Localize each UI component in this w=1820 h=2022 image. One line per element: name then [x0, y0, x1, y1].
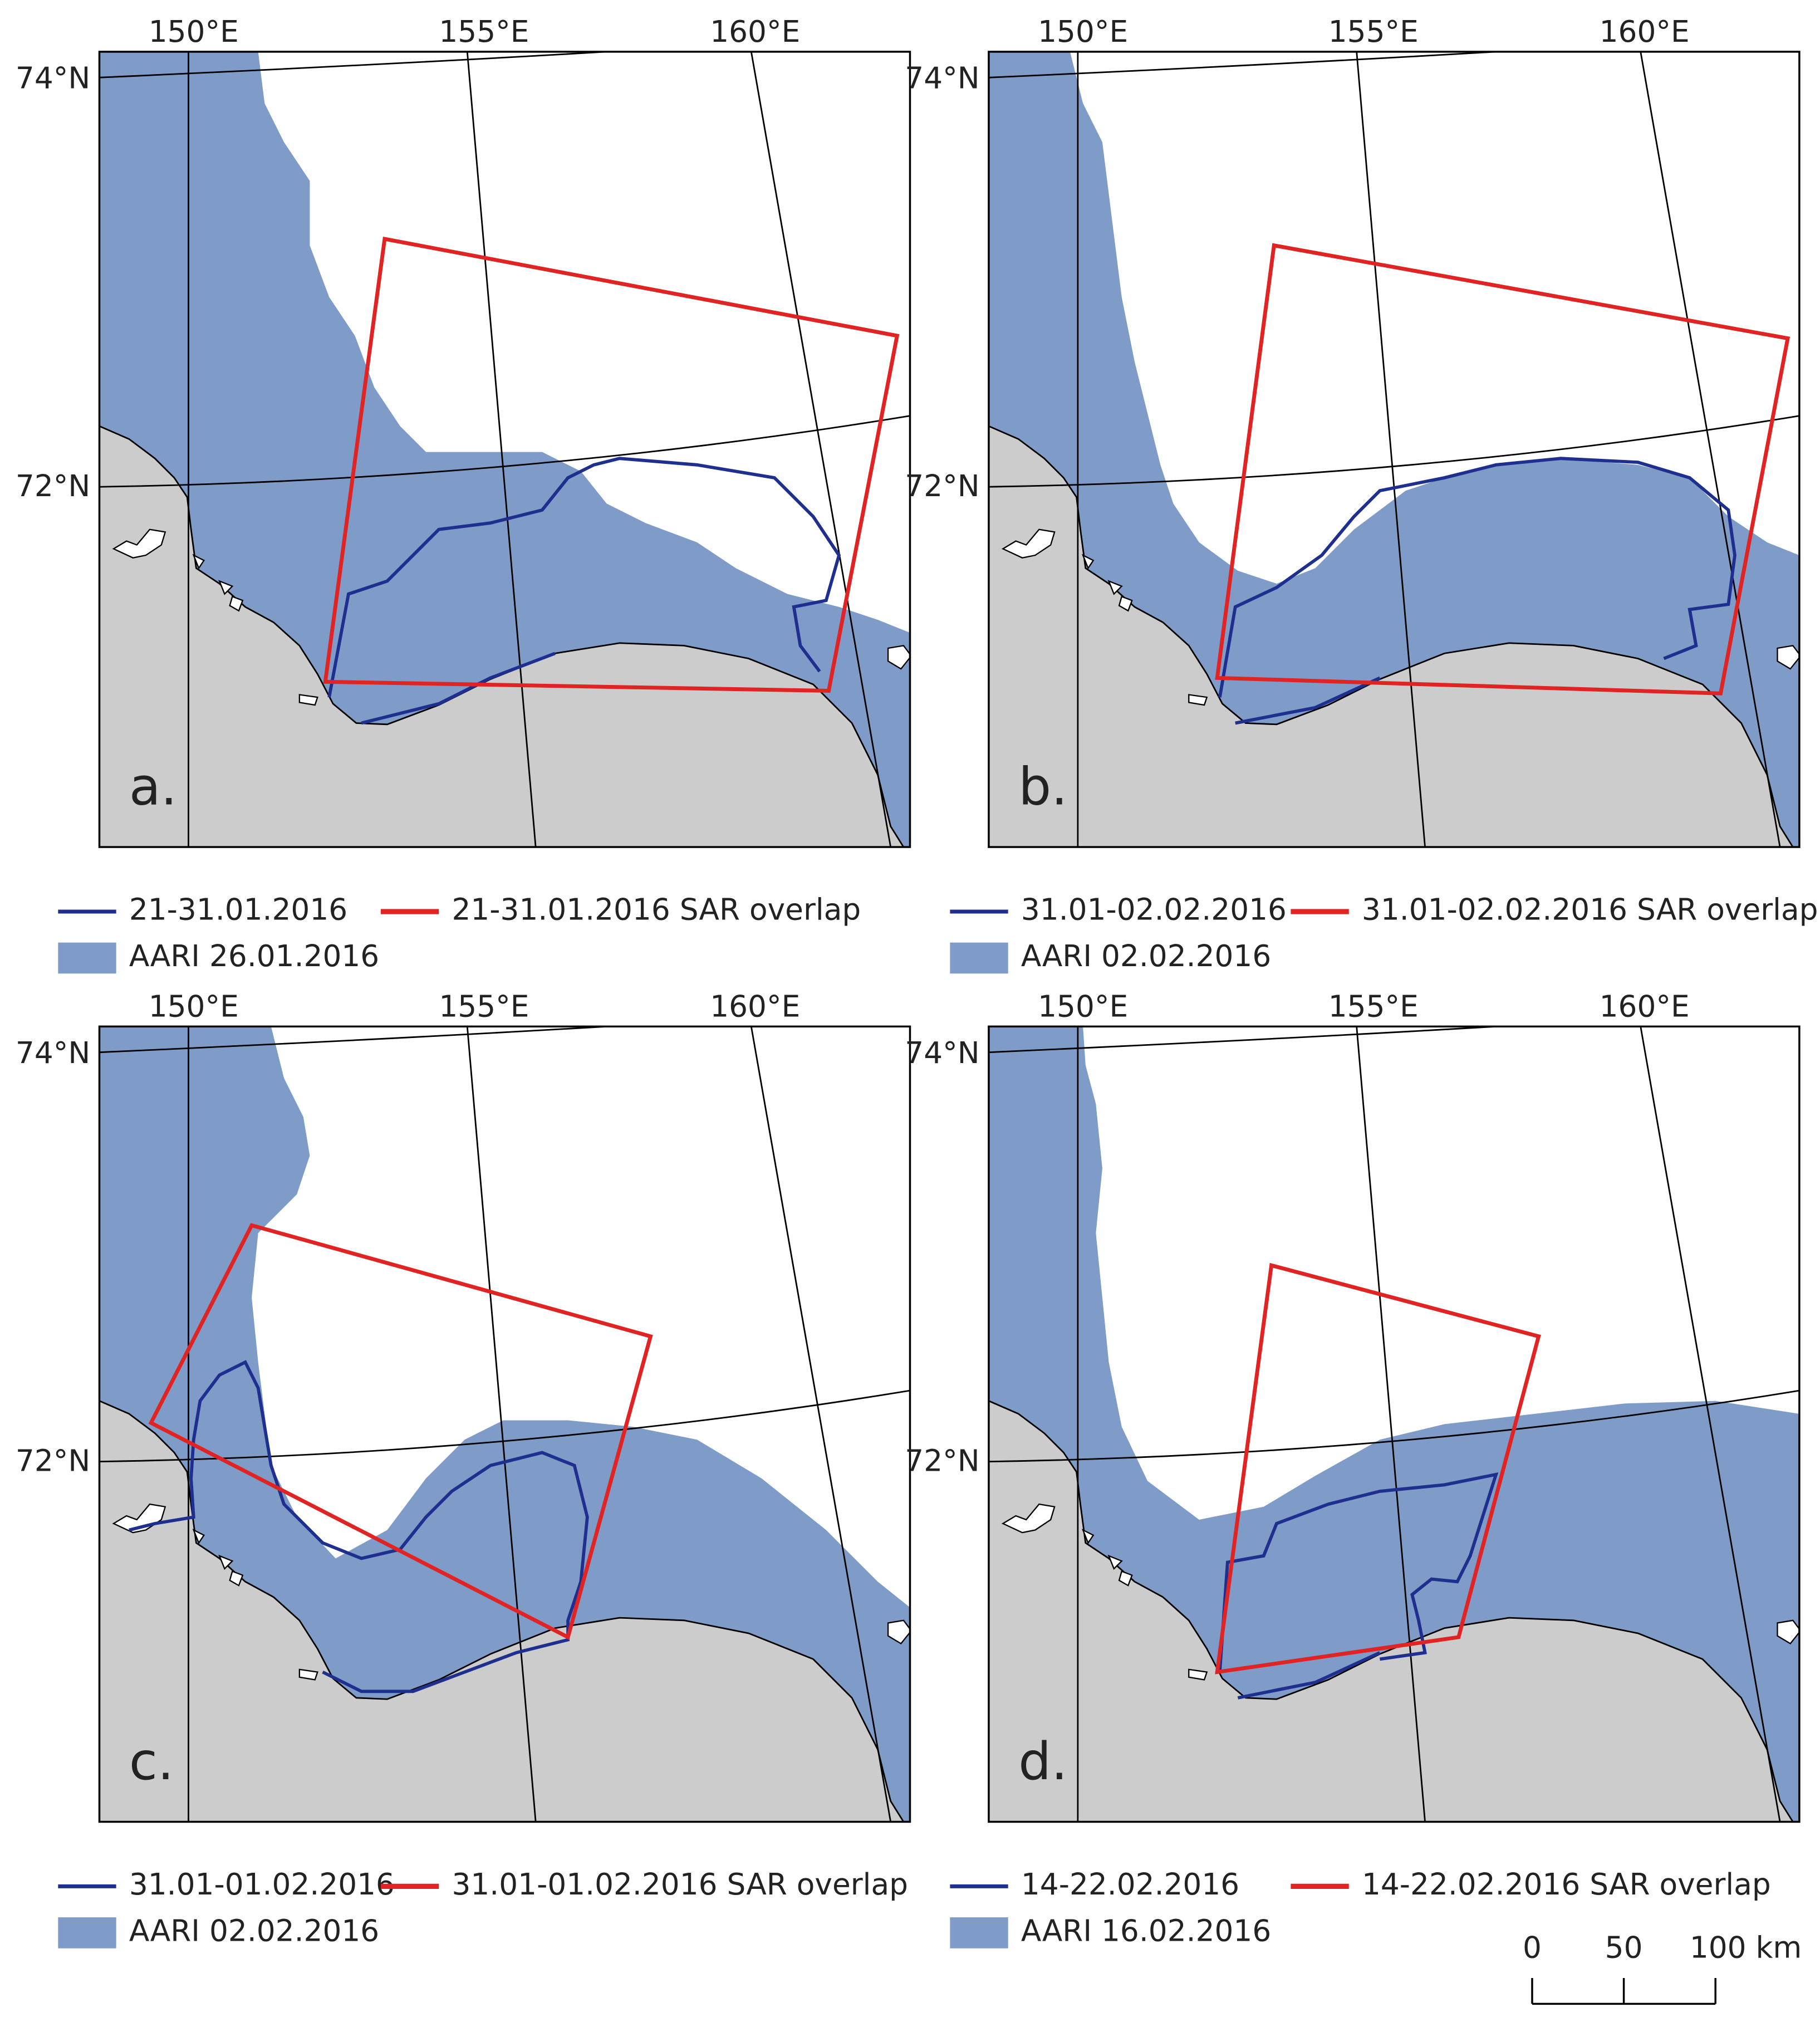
- map-body: [988, 1026, 1799, 1822]
- map-frame: [98, 1025, 911, 1823]
- lon-label: 160°E: [1600, 990, 1690, 1024]
- meridian: [750, 1026, 892, 1822]
- meridian: [1356, 51, 1426, 848]
- lat-label: 72°N: [16, 469, 90, 503]
- map-frame: [98, 51, 911, 848]
- lat-label: 74°N: [905, 1036, 979, 1070]
- legend-sar: 31.01-01.02.2016 SAR overlap: [452, 1867, 908, 1902]
- map-panel: 150°E 155°E 160°E 74°N 72°N c. 31.01-01.02.201…: [16, 990, 911, 1948]
- lon-label: 155°E: [1328, 14, 1419, 49]
- open-water: [1070, 51, 1799, 584]
- legend-aari-swatch: [950, 942, 1008, 974]
- sar-overlap: [1215, 243, 1790, 696]
- scale-label: 100 km: [1690, 1931, 1802, 1965]
- lon-label: 150°E: [1038, 14, 1128, 49]
- lon-label: 150°E: [149, 990, 239, 1024]
- map-panel: 150°E 155°E 160°E 74°N 72°N a. 21-31.01.2016 21…: [16, 14, 911, 974]
- meridian: [466, 1026, 537, 1822]
- parallel: [988, 1026, 1497, 1054]
- open-water: [258, 51, 910, 633]
- parallel: [988, 1389, 1799, 1463]
- islands: [1001, 528, 1799, 706]
- panel-label: b.: [1018, 756, 1067, 816]
- legend-aari: AARI 02.02.2016: [129, 1914, 379, 1948]
- lon-label: 155°E: [439, 14, 529, 49]
- map-body: [988, 51, 1799, 848]
- lat-label: 74°N: [905, 61, 979, 96]
- meridian: [1356, 1026, 1426, 1822]
- parallel: [988, 51, 1497, 79]
- scale-bar: 0 50 100 km: [1523, 1931, 1802, 2005]
- map-frame: [988, 51, 1801, 848]
- lon-label: 155°E: [1328, 990, 1419, 1024]
- islands: [112, 528, 910, 706]
- lat-label: 72°N: [905, 1444, 979, 1478]
- lon-label: 150°E: [149, 14, 239, 49]
- lon-label: 160°E: [710, 990, 800, 1024]
- map-frame: [988, 1025, 1801, 1823]
- legend-aari: AARI 16.02.2016: [1021, 1914, 1271, 1948]
- sar-overlap: [148, 1223, 653, 1640]
- legend-sar: 31.01-02.02.2016 SAR overlap: [1362, 893, 1818, 927]
- ice-track: [327, 457, 841, 725]
- legend-track: 31.01-02.02.2016: [1021, 893, 1287, 927]
- meridian: [750, 51, 892, 848]
- lat-label: 72°N: [905, 469, 979, 503]
- lon-label: 160°E: [1600, 14, 1690, 49]
- legend-track: 31.01-01.02.2016: [129, 1867, 395, 1902]
- parallel: [988, 415, 1799, 488]
- sar-overlap: [323, 236, 900, 693]
- lon-label: 155°E: [439, 990, 529, 1024]
- panel-label: c.: [129, 1731, 174, 1791]
- scale-label: 0: [1523, 1931, 1542, 1965]
- map-body: [99, 1026, 910, 1822]
- legend-aari-swatch: [58, 1917, 116, 1948]
- lat-label: 74°N: [16, 61, 90, 96]
- lon-label: 150°E: [1038, 990, 1128, 1024]
- panel-label: d.: [1018, 1731, 1067, 1791]
- map-body: [99, 51, 910, 848]
- legend-sar: 14-22.02.2016 SAR overlap: [1362, 1867, 1771, 1902]
- parallel: [99, 1026, 607, 1054]
- legend-aari-swatch: [58, 942, 116, 974]
- islands: [112, 1503, 910, 1681]
- meridian: [1640, 1026, 1781, 1822]
- legend-aari: AARI 26.01.2016: [129, 939, 379, 973]
- legend-track: 21-31.01.2016: [129, 893, 347, 927]
- parallel: [99, 415, 910, 488]
- scale-label: 50: [1605, 1931, 1643, 1965]
- legend-aari: AARI 02.02.2016: [1021, 939, 1271, 973]
- lat-label: 74°N: [16, 1036, 90, 1070]
- meridian: [466, 51, 537, 848]
- legend-aari-swatch: [950, 1917, 1008, 1948]
- panel-label: a.: [129, 756, 177, 816]
- meridian: [1640, 51, 1781, 848]
- open-water: [1083, 1026, 1799, 1520]
- sar-overlap: [1215, 1262, 1541, 1675]
- ice-track: [1218, 457, 1736, 725]
- map-panel: 150°E 155°E 160°E 74°N 72°N b. 31.01-02.02.201…: [905, 14, 1818, 974]
- parallel: [99, 51, 607, 79]
- islands: [1001, 1503, 1799, 1681]
- map-panel: 150°E 155°E 160°E 74°N 72°N d. 14-22.02.2016 14…: [905, 990, 1801, 1948]
- ice-track: [1218, 1472, 1499, 1700]
- legend-sar: 21-31.01.2016 SAR overlap: [452, 893, 861, 927]
- lon-label: 160°E: [710, 14, 800, 49]
- lat-label: 72°N: [16, 1444, 90, 1478]
- legend-track: 14-22.02.2016: [1021, 1867, 1239, 1902]
